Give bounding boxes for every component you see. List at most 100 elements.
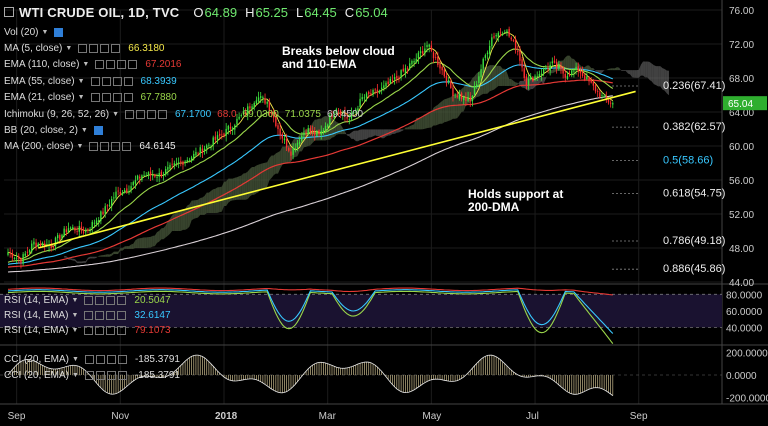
eye-icon[interactable] (84, 325, 94, 335)
indicator-row[interactable]: RSI (14, EMA) ▼ 32.6147 (4, 308, 171, 322)
indicator-controls[interactable] (90, 76, 135, 86)
close-icon[interactable] (122, 142, 132, 152)
eye-icon[interactable] (90, 93, 100, 103)
indicator-controls[interactable] (84, 325, 128, 335)
settings-icon[interactable] (95, 325, 105, 335)
indicator-row[interactable]: Vol (20) ▼ (4, 25, 65, 39)
close-icon[interactable] (123, 76, 133, 86)
settings-icon[interactable] (101, 76, 111, 86)
settings-icon[interactable] (106, 310, 116, 320)
settings-icon[interactable] (117, 60, 127, 70)
settings-icon[interactable] (106, 60, 116, 70)
chevron-down-icon[interactable]: ▼ (76, 143, 84, 151)
settings-icon[interactable] (111, 142, 121, 152)
indicator-row[interactable]: MA (200, close) ▼ 64.6145 (4, 140, 176, 154)
indicator-controls[interactable] (125, 109, 169, 119)
indicator-controls[interactable] (89, 142, 133, 152)
candle-body (67, 228, 70, 233)
chevron-down-icon[interactable]: ▼ (77, 94, 85, 102)
settings-icon[interactable] (112, 76, 122, 86)
settings-icon[interactable] (147, 109, 156, 119)
settings-icon[interactable] (101, 93, 111, 103)
indicator-controls[interactable] (90, 93, 135, 103)
close-icon[interactable] (128, 60, 138, 70)
eye-icon[interactable] (78, 43, 88, 53)
close-icon[interactable] (117, 354, 127, 364)
chevron-down-icon[interactable]: ▼ (72, 355, 79, 363)
chevron-down-icon[interactable]: ▼ (77, 77, 85, 85)
close-icon[interactable] (123, 93, 133, 103)
indicator-row[interactable]: BB (20, close, 2) ▼ (4, 123, 105, 137)
eye-icon[interactable] (84, 370, 94, 380)
chevron-down-icon[interactable]: ▼ (71, 296, 79, 304)
close-icon[interactable] (111, 43, 121, 53)
chevron-down-icon[interactable]: ▼ (65, 44, 73, 52)
eye-icon[interactable] (93, 125, 103, 135)
indicator-row[interactable]: EMA (110, close) ▼ 67.2016 (4, 58, 182, 72)
settings-icon[interactable] (100, 142, 110, 152)
indicator-controls[interactable] (95, 60, 139, 70)
settings-icon[interactable] (112, 93, 122, 103)
settings-icon[interactable] (106, 295, 116, 305)
price-axis[interactable]: 76.00 72.00 68.00 64.00 60.00 56.00 52.00 48.00… (723, 6, 767, 289)
indicator-controls[interactable] (93, 125, 105, 135)
indicator-row[interactable]: RSI (14, EMA) ▼ 79.1073 (4, 323, 171, 337)
chevron-down-icon[interactable]: ▼ (72, 371, 79, 379)
eye-icon[interactable] (84, 310, 94, 320)
symbol-title[interactable]: WTI CRUDE OIL, 1D, TVC (19, 4, 180, 20)
close-icon[interactable] (117, 310, 127, 320)
settings-icon[interactable] (95, 295, 105, 305)
indicator-row[interactable]: EMA (21, close) ▼ 67.7880 (4, 91, 177, 105)
close-icon[interactable] (158, 109, 167, 119)
indicator-row[interactable]: Ichimoku (9, 26, 52, 26) ▼ 67.1700 68.0 69.0… (4, 107, 363, 121)
indicator-controls[interactable] (84, 354, 129, 364)
candle-body (396, 75, 398, 79)
close-icon[interactable] (117, 295, 127, 305)
chevron-down-icon[interactable]: ▼ (80, 126, 88, 134)
settings-icon[interactable] (95, 370, 105, 380)
settings-icon[interactable] (106, 370, 116, 380)
indicator-controls[interactable] (84, 310, 128, 320)
eye-icon[interactable] (89, 142, 99, 152)
candle-body (415, 58, 417, 63)
candle-body (117, 190, 119, 192)
candle-body (609, 102, 612, 104)
cloud-segment (602, 70, 605, 73)
settings-icon[interactable] (100, 43, 110, 53)
chevron-down-icon[interactable]: ▼ (71, 311, 79, 319)
indicator-row[interactable]: CCI (20, EMA) ▼ -185.3791 (4, 368, 180, 382)
chevron-down-icon[interactable]: ▼ (112, 110, 119, 118)
settings-icon[interactable] (106, 354, 116, 364)
settings-icon[interactable] (89, 43, 99, 53)
indicator-row[interactable]: RSI (14, EMA) ▼ 20.5047 (4, 293, 171, 307)
indicator-row[interactable]: MA (5, close) ▼ 66.3180 (4, 41, 164, 55)
eye-icon[interactable] (90, 76, 100, 86)
chevron-down-icon[interactable]: ▼ (71, 326, 79, 334)
candle-body (478, 76, 480, 83)
indicator-row[interactable]: EMA (55, close) ▼ 68.3939 (4, 74, 177, 88)
candle-body (171, 163, 173, 165)
eye-icon[interactable] (84, 354, 94, 364)
chart-menu-icon[interactable] (4, 7, 14, 17)
chevron-down-icon[interactable]: ▼ (82, 61, 90, 69)
candle-body (52, 246, 55, 248)
chevron-down-icon[interactable]: ▼ (41, 28, 49, 36)
cloud-segment (623, 70, 626, 71)
time-axis[interactable]: Sep Nov 2018 Mar May Jul Sep (8, 411, 648, 422)
settings-icon[interactable] (95, 310, 105, 320)
close-icon[interactable] (117, 325, 127, 335)
eye-icon[interactable] (84, 295, 94, 305)
close-icon[interactable] (117, 370, 127, 380)
settings-icon[interactable] (106, 325, 116, 335)
settings-icon[interactable] (95, 354, 105, 364)
indicator-row[interactable]: CCI (20, EMA) ▼ -185.3791 (4, 352, 180, 366)
eye-icon[interactable] (125, 109, 134, 119)
candle-body (188, 159, 191, 161)
indicator-controls[interactable] (78, 43, 122, 53)
eye-icon[interactable] (54, 27, 64, 37)
indicator-controls[interactable] (84, 370, 129, 380)
indicator-controls[interactable] (84, 295, 128, 305)
settings-icon[interactable] (136, 109, 145, 119)
indicator-controls[interactable] (54, 27, 65, 37)
eye-icon[interactable] (95, 60, 105, 70)
